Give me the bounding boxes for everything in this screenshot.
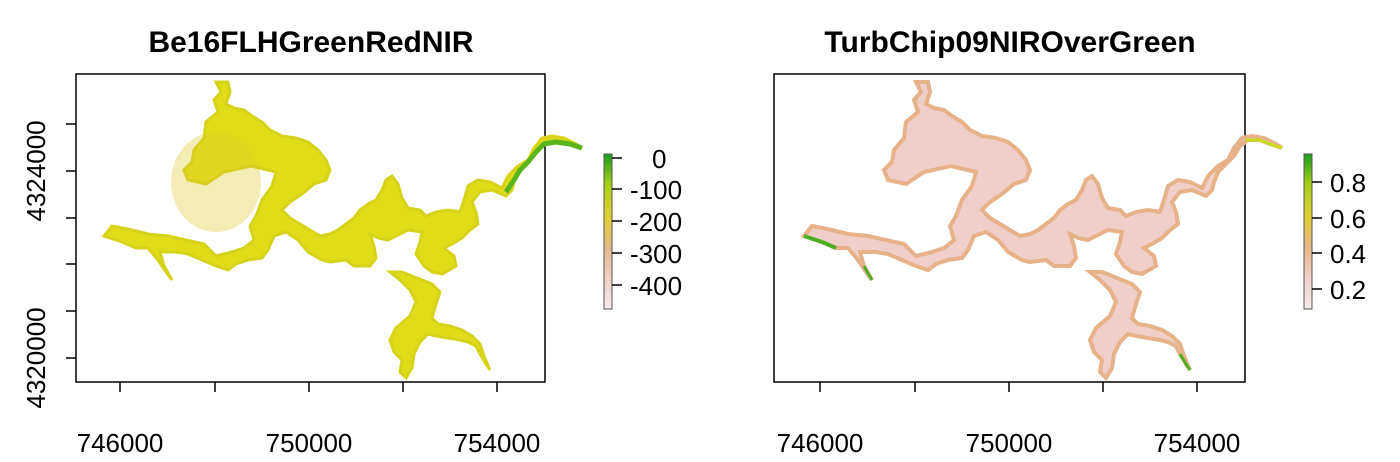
x-tick-label: 754000	[1154, 428, 1241, 458]
panel-right-x-axis: 746000 750000 754000	[777, 382, 1241, 458]
panel-right-title: TurbChip09NIROverGreen	[824, 26, 1195, 59]
panel-right-legend: 0.8 0.6 0.4 0.2	[1303, 153, 1366, 310]
x-tick-label: 746000	[77, 428, 164, 458]
legend-tick-label: 0.2	[1330, 275, 1366, 305]
y-tick-label: 4324000	[21, 120, 51, 221]
legend-colorbar-right	[1303, 153, 1313, 310]
y-tick-label: 4320000	[21, 307, 51, 408]
legend-tick-label: 0.8	[1330, 168, 1366, 198]
lake-raster-left	[102, 80, 584, 380]
x-tick-label: 750000	[966, 428, 1053, 458]
x-tick-label: 754000	[454, 428, 541, 458]
legend-tick-label: 0	[652, 144, 666, 174]
x-tick-label: 746000	[777, 428, 864, 458]
panel-left-map	[102, 80, 584, 380]
raster-green-edge-right	[1246, 138, 1283, 150]
raster-green-tail-left	[503, 139, 583, 194]
legend-colorbar-left	[603, 153, 613, 310]
panel-left-title: Be16FLHGreenRedNIR	[148, 26, 473, 59]
panel-left-legend: 0 -100 -200 -300 -400	[603, 144, 682, 310]
panel-right-map	[802, 80, 1284, 380]
x-tick-label: 750000	[266, 428, 353, 458]
legend-tick-label: 0.6	[1330, 204, 1366, 234]
legend-tick-label: -100	[630, 175, 682, 205]
panel-left-x-axis: 746000 750000 754000	[77, 382, 541, 458]
lake-raster-right	[802, 80, 1284, 380]
legend-tick-label: -200	[630, 207, 682, 237]
raster-green-edge-right	[803, 234, 837, 250]
legend-tick-label: -300	[630, 239, 682, 269]
panel-left: Be16FLHGreenRedNIR 746000 750000 754000	[21, 26, 682, 458]
raster-tint-left	[171, 132, 261, 232]
legend-tick-label: 0.4	[1330, 239, 1366, 269]
raster-green-edge-right	[1178, 353, 1192, 371]
legend-tick-label: -400	[630, 271, 682, 301]
panel-left-y-axis: 4320000 4324000	[21, 120, 76, 409]
panel-left-frame	[75, 73, 546, 383]
panel-right: TurbChip09NIROverGreen 746000 750000 754…	[773, 26, 1366, 458]
raster-green-edge-right	[862, 265, 874, 281]
